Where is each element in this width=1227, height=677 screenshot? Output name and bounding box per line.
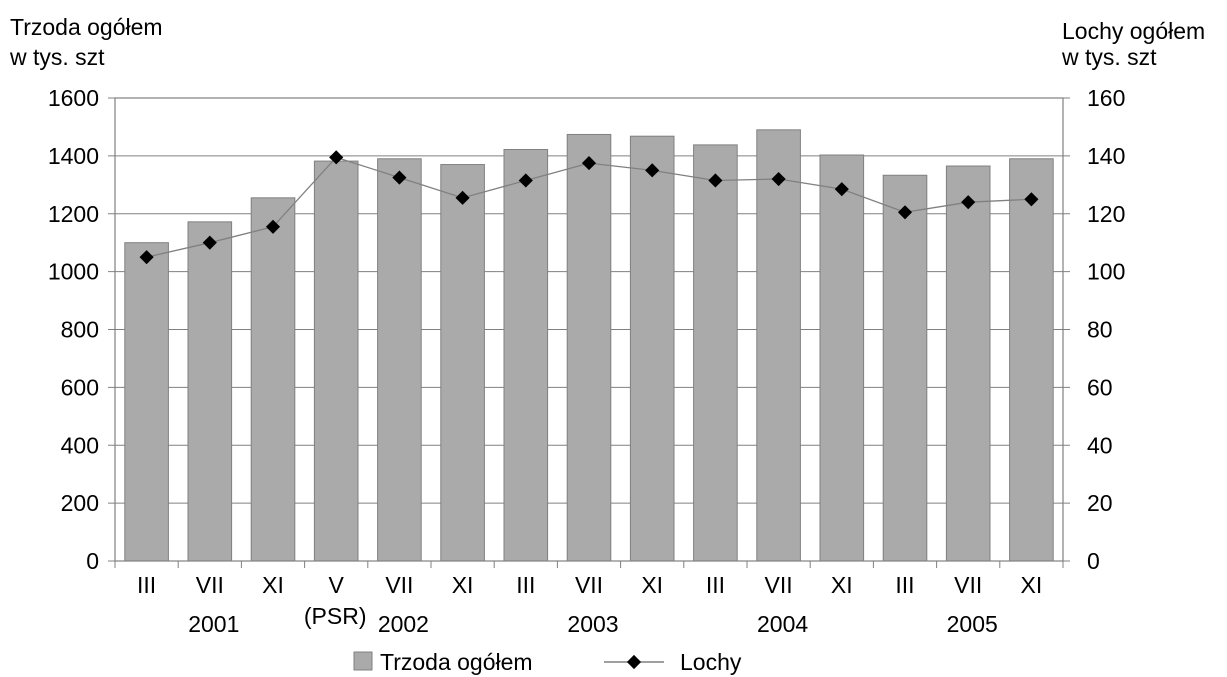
legend-bar-label: Trzoda ogółem (380, 649, 533, 675)
bar-series (124, 129, 1054, 562)
bar (566, 133, 612, 562)
line-series (139, 150, 1039, 265)
bar (187, 221, 233, 562)
x-tick-label: III (516, 572, 535, 598)
right-axis-title-line-1: Lochy ogółem (1062, 18, 1205, 44)
bar (756, 129, 801, 562)
bar (693, 144, 738, 562)
right-tick-label: 20 (1087, 490, 1113, 516)
x-sublabel: 2001 (188, 611, 239, 637)
x-tick-label: XI (452, 572, 474, 598)
x-sublabel: 2005 (947, 611, 998, 637)
left-axis-ticks: 0 200 400 600 800 1000 1200 1400 1600 (48, 85, 115, 574)
line-point (834, 182, 849, 197)
legend: Trzoda ogółem Lochy (353, 649, 742, 675)
left-tick-label: 1200 (48, 201, 99, 227)
bar (629, 135, 675, 562)
bar (819, 154, 865, 562)
left-tick-label: 0 (86, 548, 99, 574)
line-point (329, 150, 344, 165)
right-tick-label: 60 (1087, 374, 1113, 400)
x-sublabel: (PSR) (304, 603, 367, 629)
line-point (897, 205, 913, 220)
line-point (265, 219, 281, 234)
x-tick-label: VII (954, 572, 982, 598)
bar (124, 242, 169, 562)
line-point (1024, 192, 1039, 207)
right-axis-title: Lochy ogółem w tys. szt (1061, 18, 1205, 70)
x-tick-label: V (329, 572, 345, 598)
left-axis-title-line-1: Trzoda ogółem (10, 14, 163, 40)
legend-line-marker (626, 654, 642, 670)
right-tick-label: 140 (1087, 143, 1125, 169)
left-tick-label: 1600 (48, 85, 99, 111)
bar (503, 149, 549, 562)
right-tick-label: 80 (1087, 317, 1113, 343)
left-axis-title: Trzoda ogółem w tys. szt (9, 14, 163, 70)
left-tick-label: 800 (61, 317, 99, 343)
right-tick-label: 40 (1087, 432, 1113, 458)
bar (250, 197, 296, 562)
right-tick-label: 100 (1087, 259, 1125, 285)
left-tick-label: 200 (61, 490, 99, 516)
line-point (202, 235, 217, 250)
bar (945, 165, 991, 562)
bar (440, 164, 485, 562)
line-point (455, 190, 470, 205)
left-tick-label: 400 (61, 432, 99, 458)
x-axis-year-labels: 2001 (PSR) 2002 2003 2004 2005 (188, 603, 998, 637)
bar (1009, 158, 1054, 562)
x-tick-label: VII (385, 572, 413, 598)
line-point (139, 250, 154, 265)
line-point (581, 156, 597, 171)
left-tick-label: 600 (61, 374, 99, 400)
bar (313, 160, 359, 562)
x-tick-label: XI (641, 572, 663, 598)
x-tick-label: III (137, 572, 156, 598)
right-tick-label: 160 (1087, 85, 1125, 111)
left-tick-label: 1400 (48, 143, 99, 169)
x-tick-label: XI (262, 572, 284, 598)
line-point (708, 173, 723, 188)
right-tick-label: 120 (1087, 201, 1125, 227)
x-tick-label: XI (1021, 572, 1043, 598)
left-axis-title-line-2: w tys. szt (9, 44, 105, 70)
x-sublabel: 2003 (567, 611, 618, 637)
right-tick-label: 0 (1087, 548, 1100, 574)
x-axis-labels: III VII XI V VII XI III VII XI III VII XI III VII XI (114, 561, 1064, 598)
right-axis-title-line-2: w tys. szt (1061, 44, 1157, 70)
x-sublabel: 2004 (757, 611, 808, 637)
bar (377, 158, 422, 562)
line-point (392, 170, 407, 185)
line-point (961, 195, 976, 210)
line-point (771, 171, 786, 187)
x-tick-label: XI (831, 572, 853, 598)
x-tick-label: VII (575, 572, 603, 598)
left-tick-label: 1000 (48, 259, 99, 285)
right-axis-ticks: 0 20 40 60 80 100 120 140 160 (1063, 85, 1125, 574)
line-point (518, 173, 533, 188)
x-tick-label: VII (196, 572, 224, 598)
x-tick-label: III (706, 572, 725, 598)
legend-line-label: Lochy (680, 649, 742, 675)
x-tick-label: III (895, 572, 914, 598)
x-tick-label: VII (765, 572, 793, 598)
line-point (645, 163, 660, 178)
bar (882, 174, 928, 562)
x-sublabel: 2002 (378, 611, 429, 637)
legend-bar-swatch (353, 651, 373, 671)
